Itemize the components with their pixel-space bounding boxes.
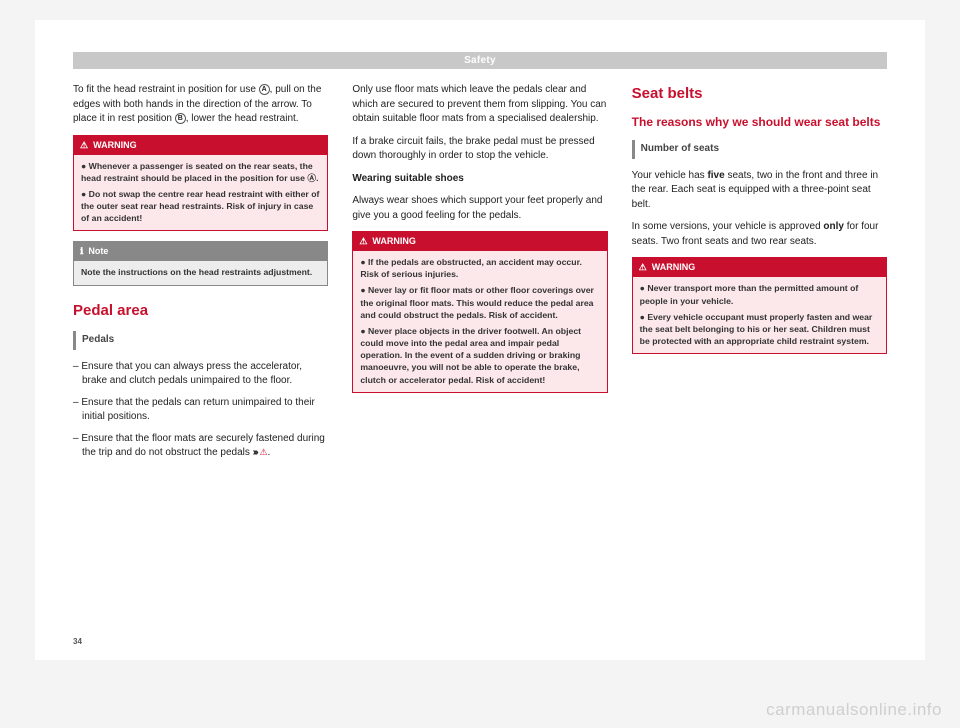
warning-icon: ⚠ <box>639 261 647 274</box>
note-head: ℹ Note <box>74 242 327 261</box>
pedal-list: Ensure that you can always press the acc… <box>73 360 328 461</box>
column-1: To fit the head restraint in position fo… <box>73 83 328 469</box>
warning-callout-3: ⚠ WARNING Never transport more than the … <box>632 257 887 354</box>
list-item: Ensure that you can always press the acc… <box>73 360 328 389</box>
manual-page: Safety To fit the head restraint in posi… <box>35 20 925 660</box>
column-2: Only use floor mats which leave the peda… <box>352 83 607 469</box>
chevron-icon: ››› <box>253 447 257 458</box>
paragraph: Only use floor mats which leave the peda… <box>352 83 607 127</box>
badge-b: B <box>175 113 186 124</box>
page-header: Safety <box>73 52 887 69</box>
paragraph: In some versions, your vehicle is approv… <box>632 220 887 249</box>
paragraph: Always wear shoes which support your fee… <box>352 194 607 223</box>
sub-bold-heading: Wearing suitable shoes <box>352 172 607 187</box>
warning-icon: ⚠ <box>80 139 88 152</box>
note-callout: ℹ Note Note the instructions on the head… <box>73 241 328 285</box>
warning-head: ⚠ WARNING <box>633 258 886 277</box>
watermark: carmanualsonline.info <box>766 700 942 720</box>
sub-heading-pedals: Pedals <box>73 331 328 350</box>
subsection-title: The reasons why we should wear seat belt… <box>632 115 887 131</box>
list-item: Ensure that the floor mats are securely … <box>73 432 328 461</box>
warning-head: ⚠ WARNING <box>353 232 606 251</box>
content-columns: To fit the head restraint in position fo… <box>73 83 887 469</box>
warning-callout-2: ⚠ WARNING If the pedals are obstructed, … <box>352 231 607 393</box>
info-icon: ℹ <box>80 245 83 258</box>
sub-heading-seats: Number of seats <box>632 140 887 159</box>
warning-head: ⚠ WARNING <box>74 136 327 155</box>
warning-body: Whenever a passenger is seated on the re… <box>74 155 327 231</box>
list-item: Ensure that the pedals can return unim­p… <box>73 396 328 425</box>
paragraph: If a brake circuit fails, the brake peda… <box>352 135 607 164</box>
column-3: Seat belts The reasons why we should wea… <box>632 83 887 469</box>
page-number: 34 <box>73 637 82 646</box>
note-body: Note the instructions on the head restra… <box>74 261 327 284</box>
intro-paragraph: To fit the head restraint in position fo… <box>73 83 328 127</box>
warning-body: Never transport more than the permitted … <box>633 277 886 353</box>
warning-body: If the pedals are obstructed, an acciden… <box>353 251 606 392</box>
warning-callout-1: ⚠ WARNING Whenever a passenger is seated… <box>73 135 328 232</box>
badge-a: A <box>259 84 270 95</box>
section-title-seatbelts: Seat belts <box>632 83 887 105</box>
section-title-pedal: Pedal area <box>73 300 328 322</box>
paragraph: Your vehicle has five seats, two in the … <box>632 169 887 213</box>
warning-icon: ⚠ <box>359 235 367 248</box>
warning-triangle-icon: ⚠ <box>259 447 267 457</box>
